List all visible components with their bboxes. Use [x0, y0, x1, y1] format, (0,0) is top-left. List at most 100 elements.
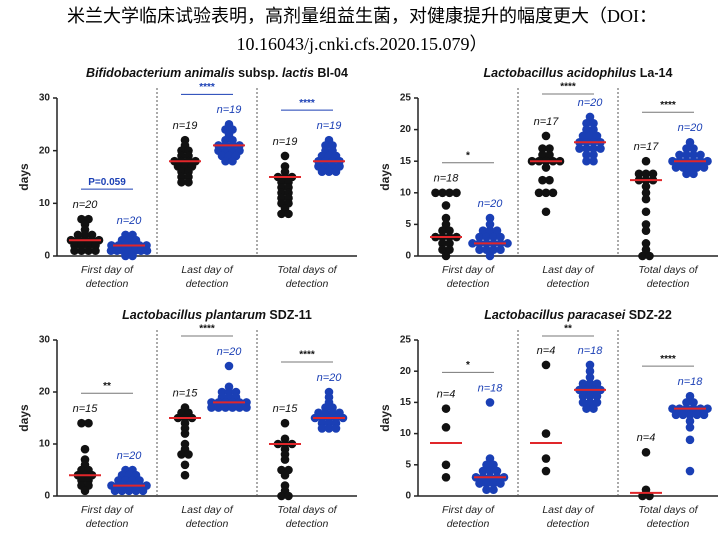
n-label: n=20 — [117, 450, 143, 462]
dot — [489, 232, 498, 242]
x-tick-label: First day of — [442, 264, 495, 276]
x-tick-label: detection — [447, 518, 490, 530]
dot — [221, 403, 230, 412]
sig-label: **** — [660, 354, 676, 365]
dot — [685, 435, 695, 445]
x-tick-label: Total days of — [638, 264, 698, 276]
dot — [582, 144, 591, 153]
dot — [445, 245, 454, 254]
dot — [445, 226, 454, 236]
dot — [692, 410, 702, 420]
dot — [482, 460, 491, 470]
dot — [482, 485, 491, 495]
dot — [645, 251, 654, 261]
dot — [585, 398, 595, 407]
dot — [80, 486, 90, 496]
panel-title: Lactobacillus plantarum SDZ-11 — [122, 308, 312, 322]
n-label: n=15 — [73, 403, 99, 415]
dot — [485, 466, 495, 476]
dot — [128, 251, 137, 261]
figure-title: 米兰大学临床试验表明，高剂量组益生菌，对健康提升的幅度更大（DOI： — [67, 6, 657, 26]
dot — [582, 404, 591, 413]
title-part: Lactobacillus paracasei — [484, 308, 626, 322]
n-label: n=20 — [578, 97, 604, 109]
dot — [641, 182, 651, 191]
dot — [475, 245, 484, 254]
y-axis-label: days — [378, 163, 392, 191]
dot — [482, 479, 491, 488]
dot — [582, 125, 591, 134]
dot — [475, 479, 484, 488]
n-label: n=20 — [73, 199, 99, 211]
dot — [228, 156, 237, 166]
dot — [441, 201, 451, 210]
dot — [685, 466, 695, 476]
title-part: Lactobacillus plantarum — [122, 308, 266, 322]
n-label: n=20 — [117, 215, 143, 227]
dot — [138, 486, 148, 496]
y-tick-label: 25 — [400, 93, 412, 104]
n-label: n=20 — [217, 346, 243, 358]
dot — [438, 245, 447, 254]
dot — [317, 424, 327, 433]
dot — [441, 472, 451, 482]
x-tick-label: Last day of — [542, 264, 594, 276]
dot — [578, 398, 588, 407]
dot — [545, 175, 554, 185]
n-label: n=4 — [437, 389, 456, 401]
dot — [582, 150, 591, 160]
dot — [685, 391, 695, 401]
n-label: n=19 — [317, 120, 342, 132]
dot — [585, 373, 595, 382]
dot — [431, 188, 440, 198]
dot — [541, 429, 551, 438]
dot — [221, 156, 230, 166]
y-tick-label: 10 — [39, 198, 51, 209]
dot — [641, 448, 651, 457]
x-tick-label: Total days of — [277, 264, 337, 276]
dot — [641, 220, 651, 229]
dot — [685, 163, 695, 172]
dot — [106, 246, 116, 256]
dot — [685, 410, 695, 420]
x-tick-label: detection — [286, 518, 329, 530]
dot — [485, 454, 495, 463]
dot — [438, 188, 447, 198]
dot — [136, 246, 146, 256]
dot — [485, 226, 495, 236]
y-tick-label: 5 — [405, 459, 411, 470]
dot — [441, 404, 451, 413]
dot — [438, 226, 447, 236]
dot — [441, 220, 451, 229]
x-tick-label: detection — [186, 518, 229, 530]
dot — [538, 150, 547, 160]
x-tick-label: First day of — [442, 504, 495, 516]
title-part: Bifidobacterium animalis — [86, 66, 235, 80]
y-tick-label: 10 — [39, 439, 51, 450]
dot — [280, 418, 290, 428]
sig-label: * — [466, 150, 470, 161]
sig-label: **** — [199, 82, 215, 93]
y-tick-label: 10 — [400, 428, 412, 439]
dot — [142, 246, 152, 256]
dot — [117, 486, 127, 496]
dot — [596, 144, 605, 153]
dot — [331, 424, 341, 433]
y-tick-label: 0 — [405, 491, 411, 502]
x-tick-label: detection — [86, 518, 129, 530]
sig-label: ** — [564, 324, 572, 335]
x-tick-label: Last day of — [542, 504, 594, 516]
dot — [638, 251, 647, 261]
dot — [441, 213, 451, 223]
dot — [91, 246, 100, 256]
dot — [84, 418, 93, 428]
n-label: n=18 — [434, 173, 460, 185]
x-tick-label: detection — [547, 278, 590, 290]
dot — [634, 169, 644, 179]
dot — [331, 167, 341, 177]
dot — [668, 404, 677, 413]
dot — [445, 239, 454, 248]
dot — [214, 403, 223, 412]
dot — [224, 361, 234, 371]
dot — [685, 137, 695, 147]
